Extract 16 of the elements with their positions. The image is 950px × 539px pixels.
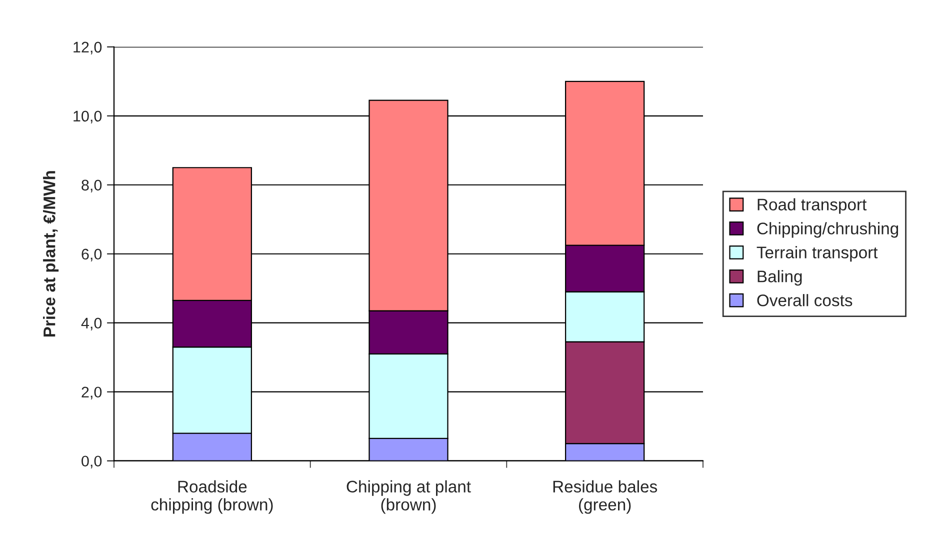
legend-label: Terrain transport: [756, 246, 878, 262]
y-axis-title: Price at plant, €/MWh: [43, 171, 59, 337]
legend-label: Baling: [758, 270, 802, 286]
x-tick-label: Residue bales (green): [553, 480, 658, 514]
y-tick-label: 4,0: [81, 318, 102, 330]
legend-label: Chipping/chrushing: [757, 222, 898, 238]
y-tick-label: 2,0: [82, 386, 102, 400]
y-tick-label: 8,0: [82, 180, 102, 192]
y-tick-label: 10,0: [74, 110, 102, 124]
y-tick-label: 0,0: [82, 456, 102, 468]
x-tick-label: Chipping at plant (brown): [346, 480, 471, 514]
x-tick-label: Roadside chipping (brown): [151, 480, 273, 514]
y-tick-label: 6,0: [82, 248, 102, 262]
y-tick-label: 12,0: [74, 42, 102, 54]
legend-label: Overall costs: [757, 294, 852, 306]
legend-label: Road transport: [758, 198, 867, 214]
